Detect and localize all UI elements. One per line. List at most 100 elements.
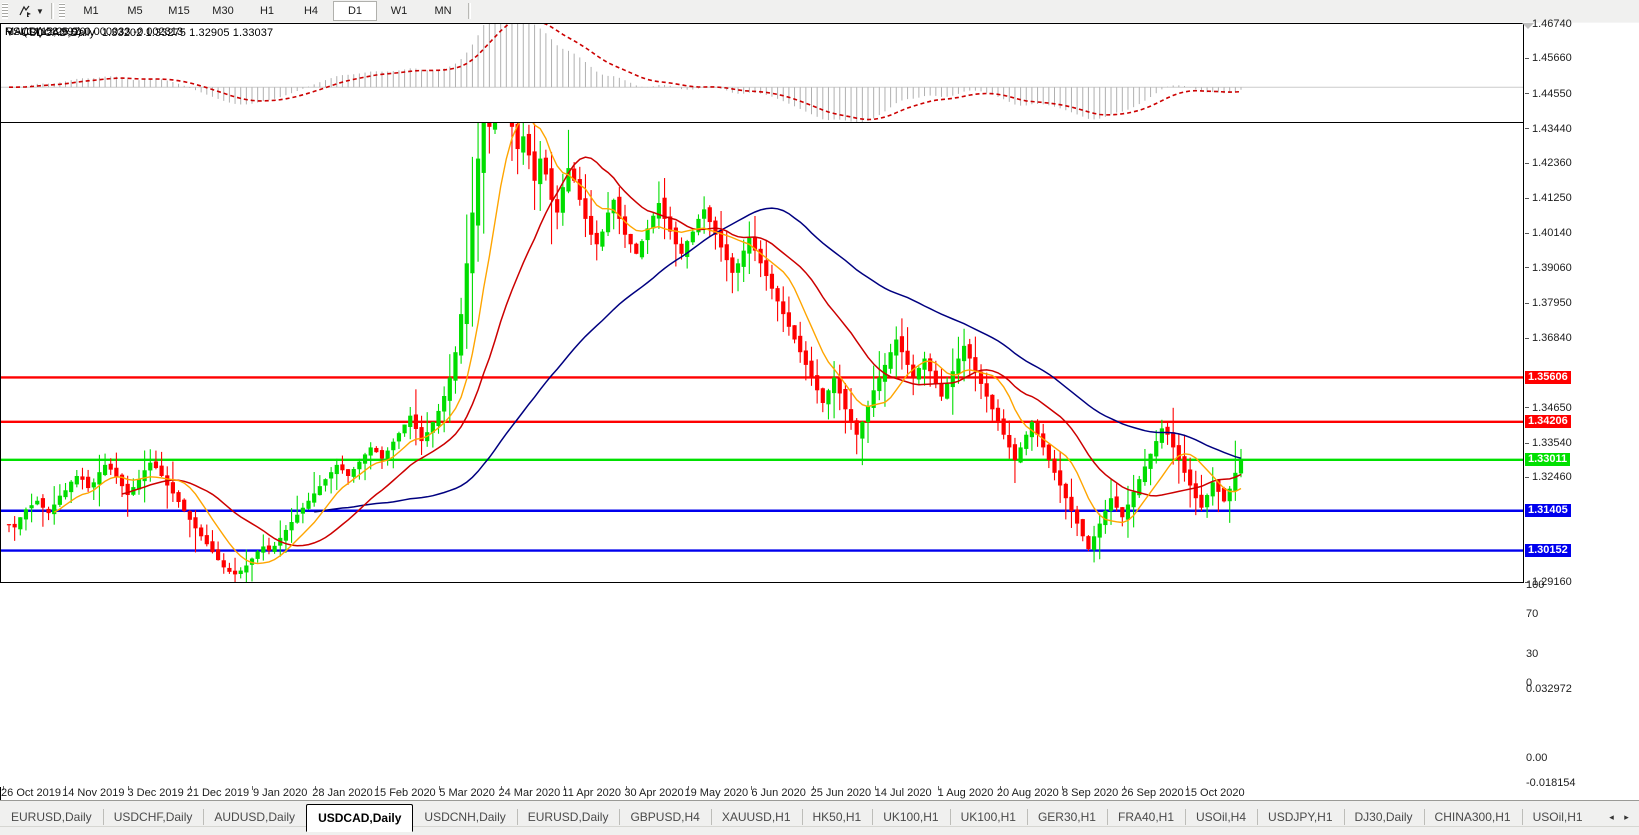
chart-tab-xauusd-h1[interactable]: XAUUSD,H1 <box>710 805 802 829</box>
chart-tab-eurusd-daily[interactable]: EURUSD,Daily <box>516 805 620 829</box>
axis-tick-mark <box>1525 476 1529 478</box>
candle-body <box>69 481 74 493</box>
timeframe-button-h1[interactable]: H1 <box>259 5 275 17</box>
axis-tick-mark <box>1525 337 1529 339</box>
price-level-tag-1.31405[interactable]: 1.31405 <box>1525 504 1571 518</box>
candle-body <box>865 406 871 423</box>
candle-body <box>854 420 859 435</box>
candle-body <box>1233 472 1238 491</box>
toolbar-grip[interactable] <box>2 3 8 19</box>
tab-scroll-left-icon[interactable]: ◂ <box>1609 811 1614 822</box>
price-axis-tick: 1.34650 <box>1524 402 1639 414</box>
candle-body <box>1041 433 1046 448</box>
timeframe-button-m30[interactable]: M30 <box>212 5 234 17</box>
chart-tab-ger30-h1[interactable]: GER30,H1 <box>1026 805 1107 829</box>
axis-tick-value: 1.33540 <box>1532 437 1572 450</box>
candle-body <box>391 441 396 451</box>
price-level-tag-1.30152[interactable]: 1.30152 <box>1525 544 1571 557</box>
price-level-tag-1.33011[interactable]: 1.33011 <box>1525 453 1571 467</box>
candle-body <box>52 504 57 515</box>
timeframe-button-m1[interactable]: M1 <box>83 5 99 17</box>
crosshair-cursor-icon[interactable] <box>16 2 34 20</box>
price-axis-tick: 1.36840 <box>1524 332 1639 344</box>
candle-body <box>1165 426 1170 435</box>
candle-body <box>1176 445 1181 461</box>
timeframe-grip[interactable] <box>59 3 65 19</box>
chart-tab-usdcnh-daily[interactable]: USDCNH,Daily <box>424 810 506 824</box>
chart-tab-audusd-daily[interactable]: AUDUSD,Daily <box>203 805 306 829</box>
candle-body <box>97 472 102 485</box>
chart-tab-gbpusd-h4[interactable]: GBPUSD,H4 <box>619 805 710 829</box>
timeframe-button-d1[interactable]: D1 <box>333 1 377 21</box>
chart-tab-fra40-h1[interactable]: FRA40,H1 <box>1106 805 1185 829</box>
tab-scroll-right-icon[interactable]: ▸ <box>1624 811 1629 822</box>
chart-ohlc-values: 1.33202 1.33275 1.32905 1.33037 <box>101 27 274 39</box>
candle-body <box>1204 495 1210 508</box>
date-axis-label: 26 Sep 2020 <box>1121 787 1184 799</box>
chart-tab-uk100-h1[interactable]: UK100,H1 <box>949 805 1027 829</box>
candle-body <box>1210 482 1215 497</box>
toolbar-dropdown-caret-icon[interactable]: ▼ <box>36 6 44 16</box>
chart-menu-caret-icon[interactable]: ▼ <box>6 28 14 38</box>
chart-tab-hk50-h1[interactable]: HK50,H1 <box>801 805 873 829</box>
chart-tab-usdchf-daily[interactable]: USDCHF,Daily <box>102 805 204 829</box>
price-level-tag-1.35606[interactable]: 1.35606 <box>1525 370 1571 384</box>
price-chart-canvas <box>1 24 1523 582</box>
timeframe-button-w1[interactable]: W1 <box>390 5 408 17</box>
candle-body <box>617 196 622 219</box>
candle-body <box>747 237 752 254</box>
timeframe-button-m15[interactable]: M15 <box>168 5 190 17</box>
candle-body <box>23 509 29 520</box>
price-axis-tick: 1.33540 <box>1524 437 1639 449</box>
axis-tick-value: 1.40140 <box>1532 227 1572 240</box>
chart-tab-eurusd-daily[interactable]: EURUSD,Daily <box>11 810 92 824</box>
candle-body <box>312 493 317 503</box>
chart-tab-china300-h1[interactable]: CHINA300,H1 <box>1423 805 1522 829</box>
rsi-axis-tick-70: 70 <box>1526 608 1539 621</box>
candle-body <box>176 492 181 503</box>
candle-body <box>86 476 91 489</box>
price-axis[interactable]: 1.46740 1.45660 1.44550 1.43440 1.42360 1.412… <box>1524 18 1639 801</box>
candle-body <box>656 203 662 219</box>
candle-body <box>639 241 645 258</box>
axis-tick-mark <box>1525 267 1529 269</box>
chart-tab-uk100-h1[interactable]: UK100,H1 <box>872 805 949 829</box>
candle-body <box>1142 466 1148 483</box>
candle-body <box>837 376 842 394</box>
candle-body <box>1148 453 1153 469</box>
price-axis-tick: 1.42360 <box>1524 157 1639 169</box>
price-level-tag-1.34206[interactable]: 1.34206 <box>1525 415 1571 429</box>
candle-body <box>1227 488 1232 502</box>
timeframe-button-mn[interactable]: MN <box>434 5 452 17</box>
candle-body <box>685 241 690 257</box>
macd-pane[interactable]: MACD(12,26,9) 0.000033 -0.002313 <box>0 23 1524 123</box>
candle-body <box>396 433 402 442</box>
chart-tab-dj30-daily[interactable]: DJ30,Daily <box>1343 805 1424 829</box>
date-axis-tick <box>376 786 378 790</box>
candle-body <box>1114 496 1119 508</box>
price-axis-tick: 1.46740 <box>1524 18 1639 30</box>
chart-window[interactable]: ▼ USDCAD,Daily 1.33202 1.33275 1.32905 1… <box>0 18 1639 801</box>
date-axis-tick <box>626 786 627 790</box>
chart-tab-usdcad-daily[interactable]: USDCAD,Daily <box>306 804 414 832</box>
candle-body <box>973 357 978 372</box>
candle-body <box>300 507 305 514</box>
timeframe-button-h4[interactable]: H4 <box>303 5 319 17</box>
date-axis-label: 15 Oct 2020 <box>1184 787 1245 799</box>
chart-tab-usoil-h4[interactable]: USOil,H4 <box>1185 805 1257 829</box>
axis-tick-mark <box>1525 442 1529 444</box>
timeframe-button-m5[interactable]: M5 <box>127 5 143 17</box>
chart-tab-usdjpy-h1[interactable]: USDJPY,H1 <box>1257 805 1343 829</box>
chart-tab-usoil-h1[interactable]: USOil,H1 <box>1521 805 1594 829</box>
candle-body <box>600 231 605 247</box>
date-axis-label: 1 Aug 2020 <box>937 787 994 799</box>
date-axis[interactable]: 26 Oct 2019 14 Nov 2019 3 Dec 2019 21 Dec 2… <box>0 786 1525 801</box>
chart-scroll-marker-icon[interactable] <box>1522 23 1534 29</box>
axis-tick-value: 1.29160 <box>1532 576 1572 589</box>
candle-body <box>1221 487 1227 502</box>
candle-body <box>1046 444 1051 461</box>
candle-body <box>899 336 905 353</box>
candle-body <box>374 447 379 453</box>
candle-body <box>922 358 927 370</box>
tab-navigation: ◂ ▸ <box>1599 805 1639 829</box>
